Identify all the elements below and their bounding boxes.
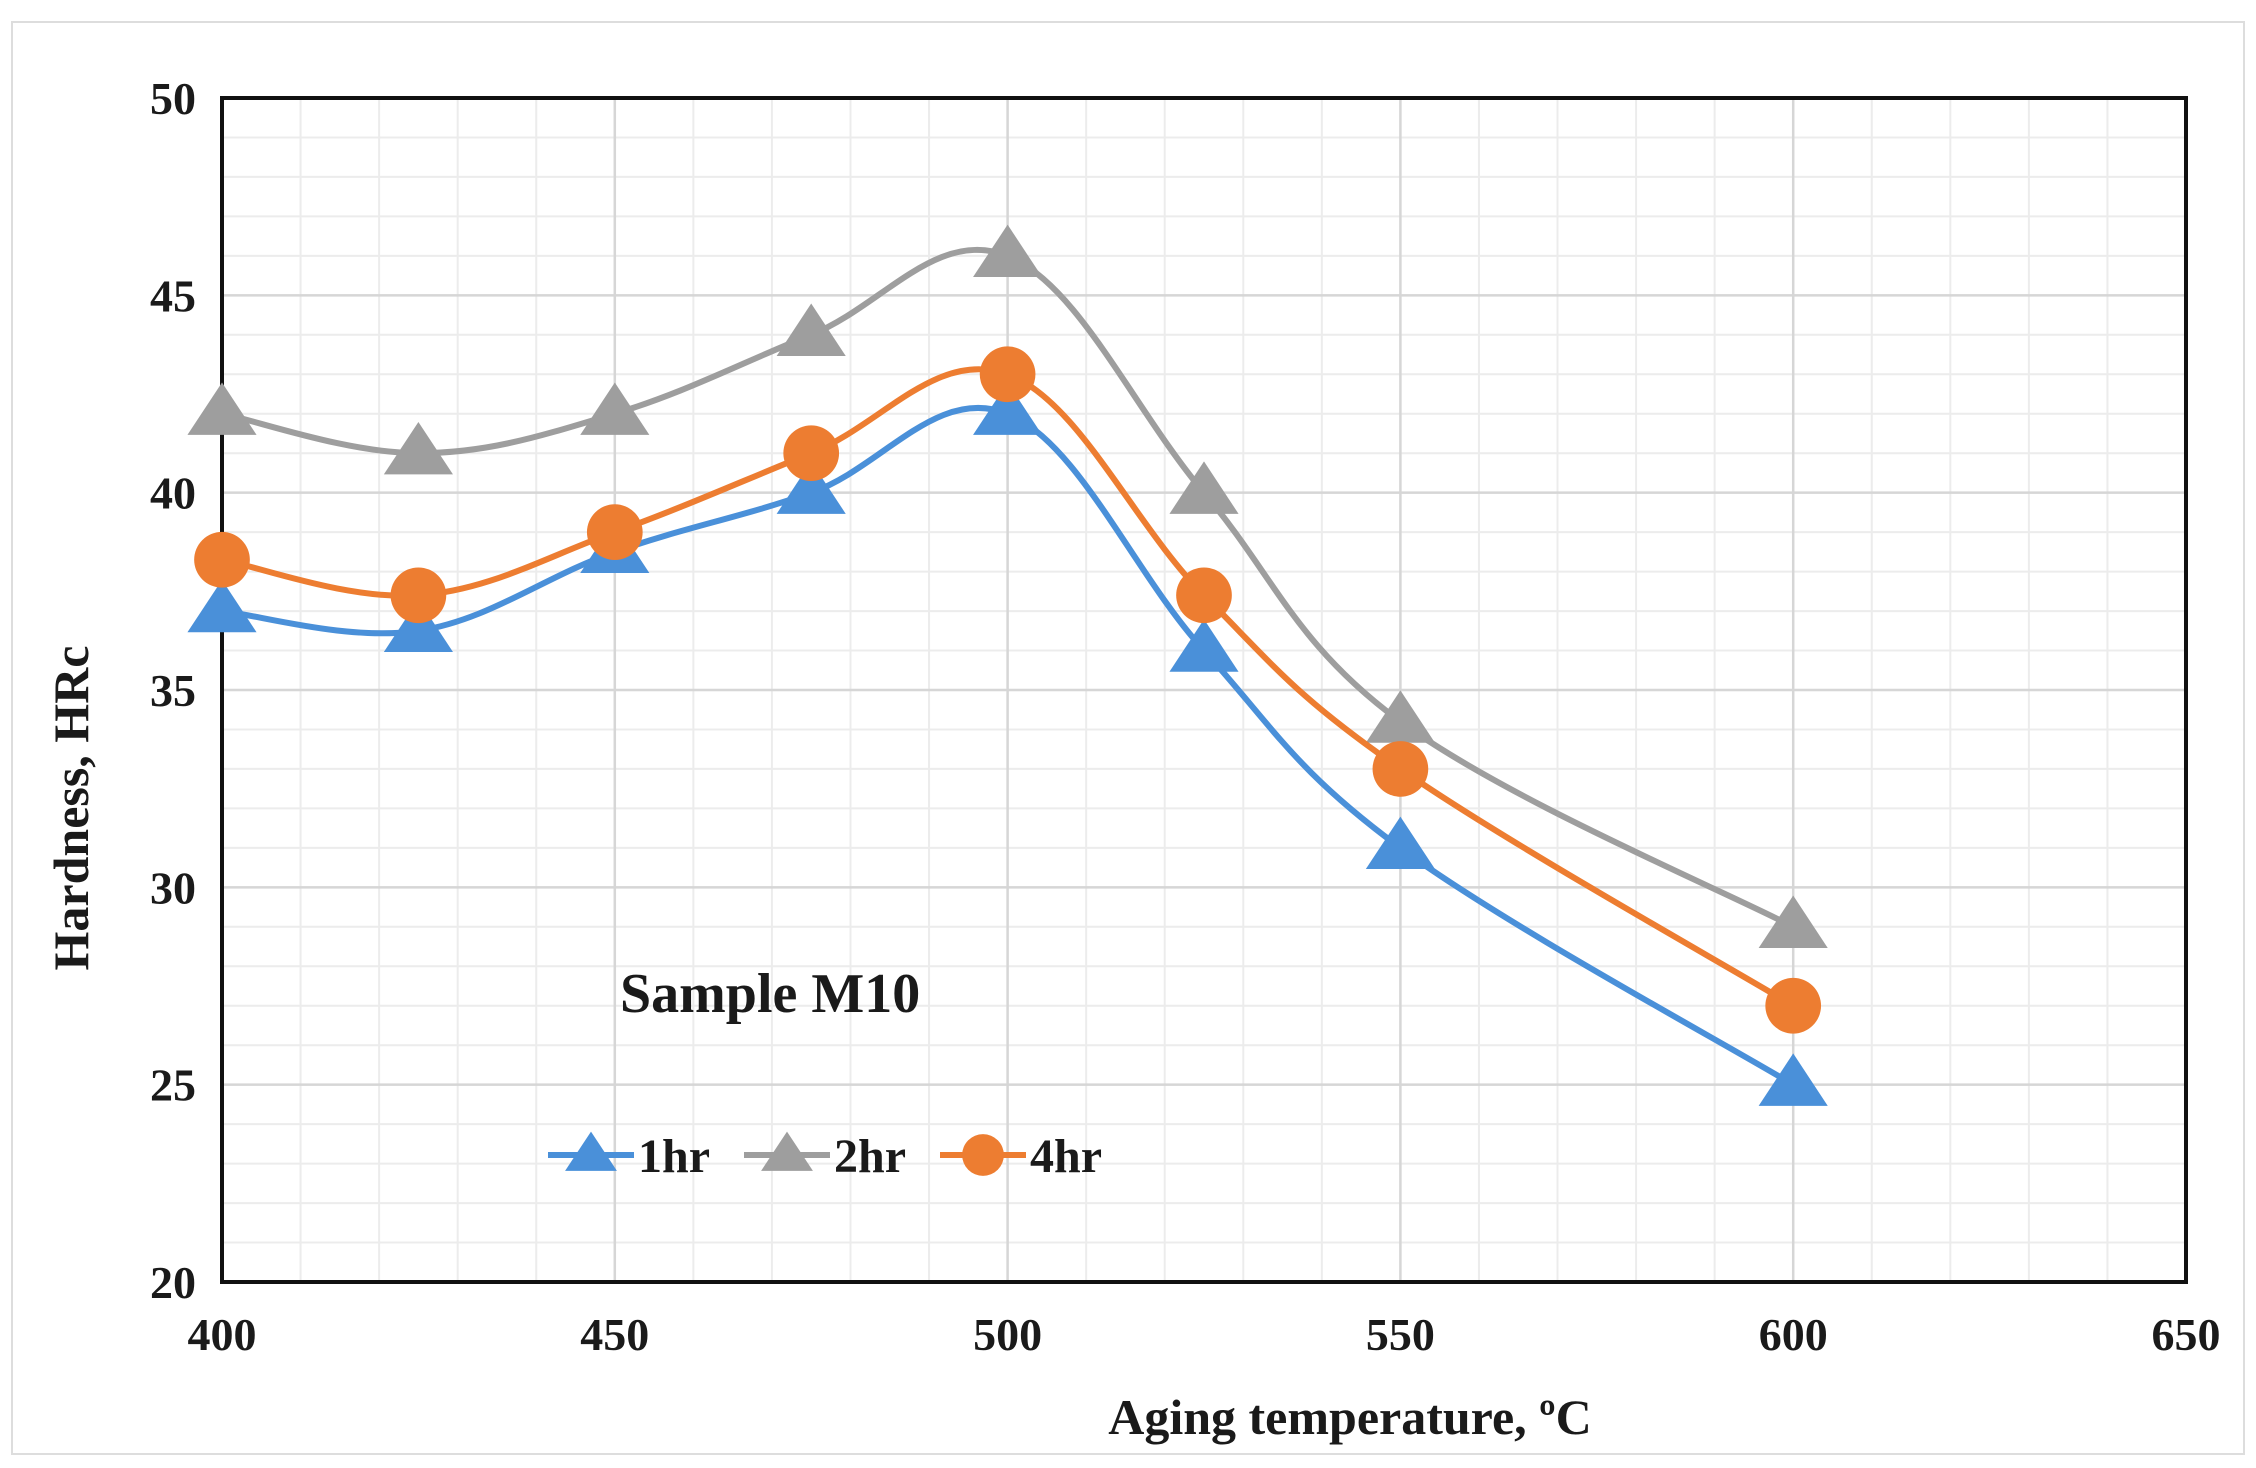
data-point-2hr xyxy=(187,382,257,435)
data-point-4hr xyxy=(979,346,1036,403)
x-tick-label: 450 xyxy=(580,1309,649,1360)
data-point-1hr xyxy=(383,599,453,652)
y-tick-label: 35 xyxy=(150,665,196,716)
y-tick-label: 25 xyxy=(150,1060,196,1111)
x-tick-label: 600 xyxy=(1759,1309,1828,1360)
data-point-4hr xyxy=(1372,741,1429,797)
legend-marker-2hr xyxy=(761,1131,813,1171)
data-point-4hr xyxy=(390,567,447,624)
data-point-1hr xyxy=(776,461,846,514)
y-tick-label: 40 xyxy=(150,468,196,519)
legend-marker-1hr xyxy=(565,1131,617,1171)
data-point-1hr xyxy=(1169,619,1239,672)
series-4hr xyxy=(194,346,1822,1034)
legend-label-2hr: 2hr xyxy=(834,1130,906,1183)
y-axis-tick-labels: 20 25 30 35 40 45 50 xyxy=(150,73,196,1308)
data-point-2hr xyxy=(776,303,846,356)
data-point-1hr xyxy=(1758,1053,1828,1106)
y-axis-title: Hardness, HRc xyxy=(43,646,99,971)
data-point-2hr xyxy=(383,421,453,475)
y-tick-label: 45 xyxy=(150,270,196,321)
data-point-2hr xyxy=(973,224,1043,278)
series-layer xyxy=(187,224,1828,1106)
sample-annotation: Sample M10 xyxy=(620,963,920,1025)
x-tick-label: 550 xyxy=(1366,1309,1435,1360)
data-point-1hr xyxy=(187,579,257,633)
x-axis-title: Aging temperature, ºC xyxy=(1108,1389,1592,1445)
data-point-4hr xyxy=(1765,977,1822,1034)
data-point-2hr xyxy=(580,382,650,435)
y-tick-label: 50 xyxy=(150,73,196,124)
x-tick-label: 500 xyxy=(973,1309,1042,1360)
legend-label-1hr: 1hr xyxy=(638,1130,710,1183)
legend-item-2hr: 2hr xyxy=(744,1130,906,1183)
data-point-1hr xyxy=(1365,816,1435,870)
legend-item-1hr: 1hr xyxy=(548,1130,710,1183)
legend-label-4hr: 4hr xyxy=(1030,1130,1102,1183)
chart-frame xyxy=(11,21,2245,1455)
x-axis-tick-labels: 400 450 500 550 600 650 xyxy=(188,1309,2221,1360)
data-point-2hr xyxy=(1169,461,1239,514)
y-tick-label: 20 xyxy=(150,1257,196,1308)
legend: 1hr 2hr 4hr xyxy=(548,1130,1102,1183)
data-point-2hr xyxy=(1758,895,1828,948)
data-point-4hr xyxy=(1176,567,1232,624)
data-point-4hr xyxy=(586,504,643,560)
data-point-1hr xyxy=(973,382,1043,435)
x-tick-label: 650 xyxy=(2152,1309,2221,1360)
series-2hr xyxy=(187,224,1828,948)
y-tick-label: 30 xyxy=(150,862,196,913)
legend-marker-4hr xyxy=(962,1134,1004,1176)
legend-item-4hr: 4hr xyxy=(940,1130,1102,1183)
plot-area-border xyxy=(220,96,2188,1284)
x-tick-label: 400 xyxy=(188,1309,257,1360)
data-point-4hr xyxy=(783,425,840,482)
data-point-4hr xyxy=(194,531,250,588)
data-point-2hr xyxy=(1365,690,1435,743)
